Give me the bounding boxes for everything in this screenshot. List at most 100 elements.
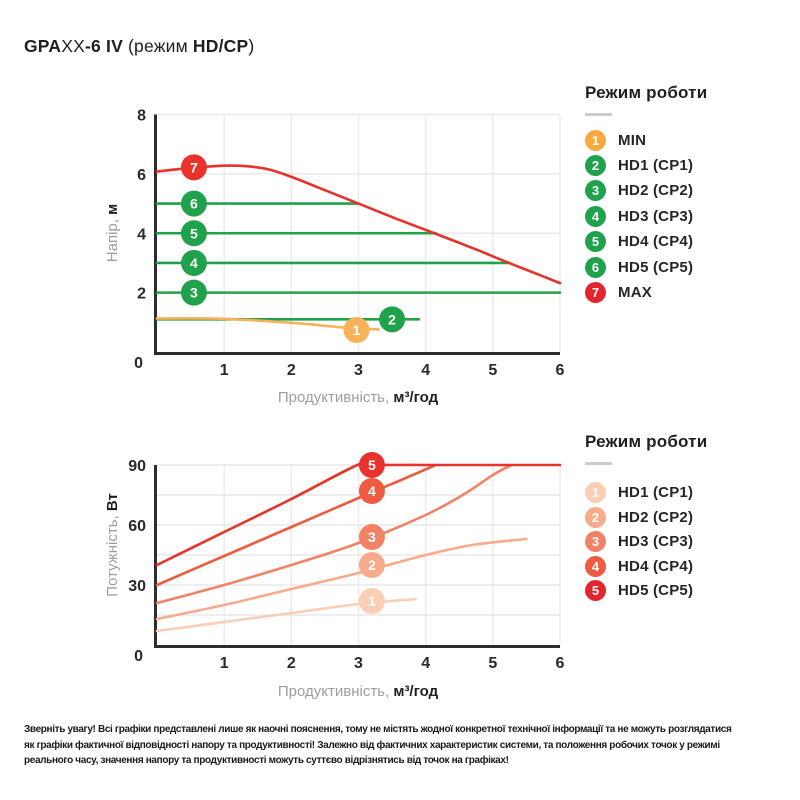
series-badge (180, 154, 207, 181)
series-badge (180, 220, 207, 247)
page-title: GPAXX-6 IV (режим HD/CP) (24, 36, 254, 57)
series-badge-number: 5 (190, 225, 198, 241)
series-badge-number: 3 (368, 529, 376, 545)
legend-badge: 3 (585, 531, 606, 553)
legend-badge: 5 (585, 231, 606, 253)
legend-item: 2 HD1 (CP1) (585, 153, 785, 178)
series-badge-number: 2 (368, 557, 376, 573)
legend-item: 5 HD4 (CP4) (585, 229, 785, 254)
x-axis-tick-label: 5 (488, 655, 497, 672)
series-line (155, 537, 528, 621)
legend-item-label: HD3 (CP3) (618, 207, 694, 225)
legend-item-label: MAX (618, 284, 652, 302)
series-badge-number: 2 (388, 311, 396, 327)
legend-item-label: HD5 (CP5) (618, 258, 694, 276)
title-segment: GPA (24, 36, 62, 56)
series-badge-number: 3 (190, 285, 198, 301)
title-segment: HD/CP (192, 36, 249, 56)
y-axis-tick-label: 90 (128, 458, 146, 475)
y-axis-tick-label: 4 (137, 226, 146, 243)
legend-item: 2 HD2 (CP2) (585, 505, 785, 530)
legend-item-label: HD1 (CP1) (618, 157, 694, 175)
legend-item: 3 HD2 (CP2) (585, 178, 785, 203)
legend-badge: 6 (585, 256, 606, 278)
legend-operating-modes-head: Режим роботи 1 MIN 2 HD1 (CP1) 3 HD2 (CP2) 4 HD… (585, 83, 785, 305)
disclaimer-line: Зверніть увагу! Всі графіки представлені… (24, 724, 732, 735)
series-badge (180, 249, 207, 276)
x-axis-tick-label: 3 (354, 655, 363, 672)
legend-badge: 2 (585, 155, 606, 177)
disclaimer-note: Зверніть увагу! Всі графіки представлені… (24, 722, 794, 769)
series-badge-number: 4 (190, 255, 198, 271)
legend-item-label: HD2 (CP2) (618, 508, 694, 526)
series-badge-number: 1 (368, 593, 376, 609)
x-axis-tick-label: 5 (488, 362, 497, 379)
series-badge (358, 478, 385, 504)
legend-title: Режим роботи (585, 83, 708, 102)
series-badge-number: 5 (368, 457, 376, 473)
series-badge-number: 7 (190, 159, 198, 175)
series-line (155, 463, 513, 605)
legend-item: 1 HD1 (CP1) (585, 481, 785, 506)
title-segment: ) (248, 36, 255, 56)
legend-badge: 3 (585, 180, 606, 202)
legend-item-label: HD1 (CP1) (618, 484, 694, 502)
x-axis-tick-label: 6 (556, 362, 565, 379)
x-axis-tick-label: 6 (556, 655, 565, 672)
legend-item: 1 MIN (585, 128, 785, 153)
origin-tick-label: 0 (134, 355, 143, 372)
legend-divider (585, 113, 612, 116)
series-badge (180, 190, 207, 217)
series-line (155, 164, 562, 285)
legend-badge: 5 (585, 580, 606, 602)
title-segment: (режим (122, 36, 193, 56)
x-axis-label: Продуктивність, м³/год (278, 389, 439, 406)
y-axis-tick-label: 2 (137, 286, 146, 303)
x-axis-tick-label: 4 (421, 362, 430, 379)
legend-item: 7 MAX (585, 280, 785, 305)
y-axis-tick-label: 8 (137, 108, 146, 125)
origin-tick-label: 0 (134, 648, 143, 665)
x-axis-tick-label: 1 (220, 362, 229, 379)
legend-badge: 1 (585, 482, 606, 504)
series-badge-number: 6 (190, 196, 198, 212)
legend-badge: 7 (585, 282, 606, 304)
legend-item: 4 HD4 (CP4) (585, 554, 785, 579)
legend-item-label: HD4 (CP4) (618, 233, 694, 251)
series-badge-number: 4 (368, 483, 376, 499)
legend-title: Режим роботи (585, 432, 708, 451)
legend-item-label: MIN (618, 131, 647, 149)
y-axis-tick-label: 30 (128, 578, 146, 595)
legend-item: 5 HD5 (CP5) (585, 579, 785, 604)
series-badge (358, 452, 385, 478)
legend-badge: 2 (585, 506, 606, 528)
head-flow-chart: 2 3 4 5 6 7 1 1 2 3 4 5 6 0 2 4 6 8 Продуктивність, м³/год… (104, 108, 565, 407)
y-axis-tick-label: 6 (137, 167, 146, 184)
series-badge-number: 1 (353, 322, 361, 338)
x-axis-label: Продуктивність, м³/год (278, 683, 439, 700)
disclaimer-line: реального часу, значення напору та проду… (24, 755, 509, 766)
legend-badge: 4 (585, 205, 606, 227)
legend-item-label: HD4 (CP4) (618, 557, 694, 575)
x-axis-tick-label: 2 (287, 655, 296, 672)
legend-item-label: HD2 (CP2) (618, 182, 694, 200)
legend-divider (585, 462, 612, 465)
series-badge (343, 317, 370, 344)
legend-item-label: HD3 (CP3) (618, 533, 694, 551)
x-axis-tick-label: 4 (421, 655, 430, 672)
x-axis-tick-label: 1 (220, 655, 229, 672)
series-badge (358, 588, 385, 614)
legend-operating-modes-power: Режим роботи 1 HD1 (CP1) 2 HD2 (CP2) 3 HD3 (C… (585, 432, 785, 603)
legend-rows: 1 HD1 (CP1) 2 HD2 (CP2) 3 HD3 (CP3) 4 HD4 (CP4)… (585, 481, 785, 604)
y-axis-label: Потужність, Вт (104, 493, 121, 597)
y-axis-tick-label: 60 (128, 518, 146, 535)
series-badge (180, 279, 207, 306)
title-segment: XX (61, 36, 85, 56)
series-badge (358, 524, 385, 550)
legend-badge: 1 (585, 129, 606, 151)
series-line (155, 463, 438, 587)
series-badge (379, 306, 406, 333)
legend-badge: 4 (585, 555, 606, 577)
legend-rows: 1 MIN 2 HD1 (CP1) 3 HD2 (CP2) 4 HD3 (CP3) 5 HD4 (… (585, 128, 785, 306)
